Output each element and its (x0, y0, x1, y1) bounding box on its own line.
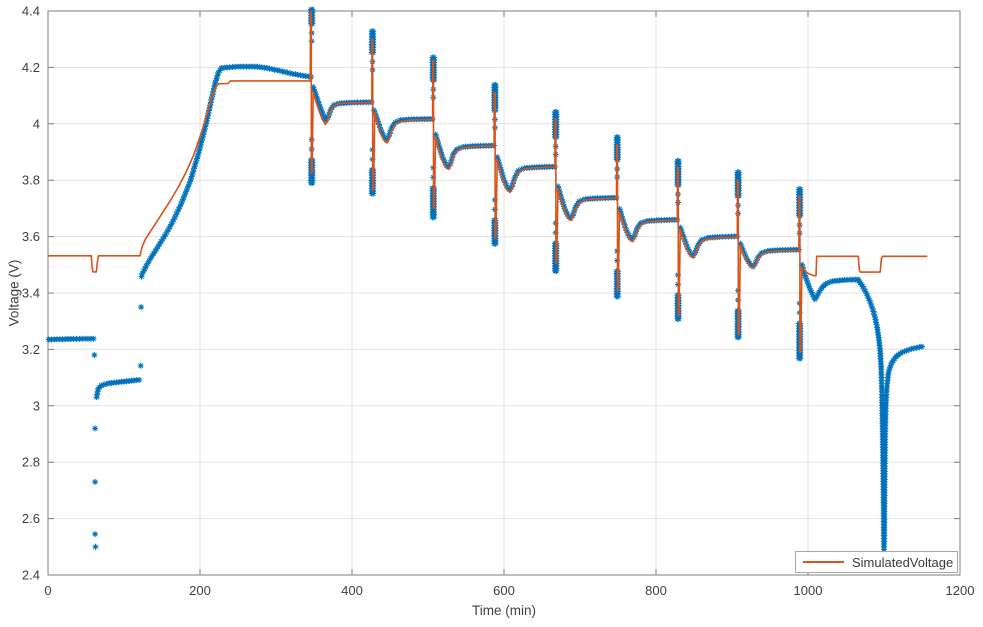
legend[interactable]: SimulatedVoltage (795, 551, 958, 573)
legend-line-sample (803, 561, 844, 563)
y-tick-label: 3 (33, 398, 40, 413)
gridlines (48, 11, 960, 575)
y-tick-label: 2.6 (22, 511, 40, 526)
x-tick-label: 600 (493, 583, 515, 598)
series-simulated-line (48, 10, 928, 353)
legend-entry-label: SimulatedVoltage (852, 554, 954, 570)
y-tick-label: 3.2 (22, 342, 40, 357)
x-tick-label: 400 (341, 583, 363, 598)
x-tick-label: 200 (189, 583, 211, 598)
x-tick-label: 1200 (946, 583, 975, 598)
axes-box (47, 10, 961, 576)
y-tick-label: 3.4 (22, 286, 40, 301)
y-tick-label: 2.4 (22, 568, 40, 583)
x-axis-label: Time (min) (472, 603, 536, 618)
series-measured-markers (45, 6, 925, 553)
y-tick-label: 4.2 (22, 60, 40, 75)
y-tick-label: 2.8 (22, 455, 40, 470)
y-tick-label: 3.6 (22, 229, 40, 244)
y-tick-label: 4.4 (22, 4, 40, 19)
x-tick-label: 1000 (794, 583, 823, 598)
x-tick-label: 0 (44, 583, 51, 598)
y-tick-label: 4 (33, 116, 40, 131)
y-tick-labels: 2.4 2.6 2.8 3 3.2 3.4 3.6 3.8 4 4.2 4.4 (22, 4, 40, 583)
y-axis-label: Voltage (V) (6, 259, 22, 327)
y-tick-label: 3.8 (22, 173, 40, 188)
x-tick-label: 800 (645, 583, 667, 598)
x-tick-labels: 0 200 400 600 800 1000 1200 (44, 583, 974, 598)
